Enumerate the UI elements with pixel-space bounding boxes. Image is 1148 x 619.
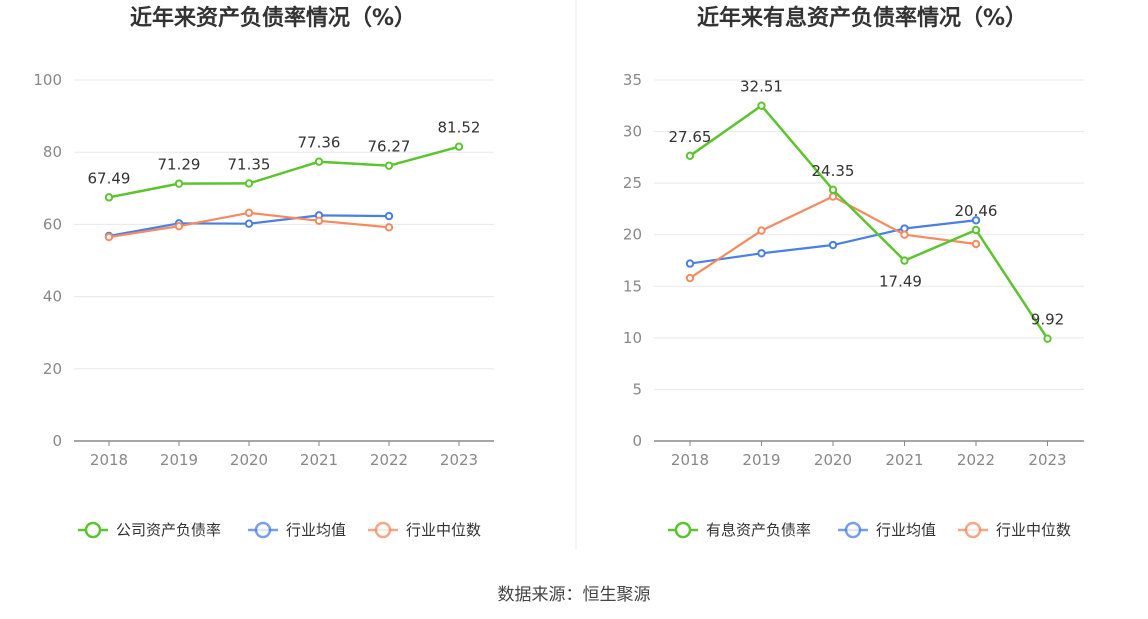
series-line-company xyxy=(689,104,1049,340)
x-tick-label: 2019 xyxy=(160,451,198,469)
legend-label: 行业均值 xyxy=(286,521,346,539)
x-tick-label: 2018 xyxy=(90,451,128,469)
data-point-company xyxy=(454,142,464,151)
y-tick-label: 10 xyxy=(623,329,642,347)
legend-marker-company xyxy=(84,521,102,539)
y-tick-label: 0 xyxy=(52,432,62,450)
y-tick-label: 60 xyxy=(43,215,62,233)
data-point-company xyxy=(1043,334,1052,343)
data-point-company xyxy=(384,161,394,170)
legend-marker-industry_avg xyxy=(844,521,862,539)
data-point-industry_median xyxy=(757,226,766,235)
legend-marker-industry_median xyxy=(374,521,392,539)
data-label: 24.35 xyxy=(812,162,855,180)
series-line-company xyxy=(108,145,460,199)
y-tick-label: 100 xyxy=(33,71,62,89)
data-point-industry_median xyxy=(314,216,324,225)
data-point-industry_median xyxy=(244,208,254,218)
data-point-industry_avg xyxy=(384,211,394,221)
data-point-company xyxy=(685,151,695,161)
y-tick-label: 80 xyxy=(43,143,62,161)
y-tick-label: 5 xyxy=(632,380,642,398)
series-line-industry_median xyxy=(689,195,977,279)
chart-title: 近年来资产负债率情况（%） xyxy=(130,5,416,31)
data-point-industry_median xyxy=(900,230,909,239)
data-point-industry_avg xyxy=(685,259,695,268)
legend-label: 行业均值 xyxy=(876,521,936,539)
interest-debt-ratio-chart: 近年来有息资产负债率情况（%） 0 5 10 15 20 25 30 35 2018 2019 202… xyxy=(623,5,1084,539)
legend-marker-company xyxy=(674,521,692,539)
data-label: 9.92 xyxy=(1031,311,1064,329)
legend-label: 有息资产负债率 xyxy=(706,521,811,539)
y-tick-label: 30 xyxy=(623,123,642,141)
debt-ratio-chart: 近年来资产负债率情况（%） 0 20 40 60 80 100 2018 2019 2020 202… xyxy=(33,5,494,539)
data-label: 32.51 xyxy=(740,78,783,96)
x-tick-label: 2021 xyxy=(885,451,923,469)
data-point-industry_avg xyxy=(828,240,838,250)
data-point-company xyxy=(828,185,838,195)
data-label: 76.27 xyxy=(368,138,411,156)
data-point-industry_median xyxy=(174,222,184,231)
x-tick-label: 2023 xyxy=(440,451,478,469)
data-label: 77.36 xyxy=(298,134,341,152)
legend-label: 公司资产负债率 xyxy=(116,521,221,539)
y-tick-label: 35 xyxy=(623,71,642,89)
data-point-industry_median xyxy=(971,239,981,249)
data-point-industry_median xyxy=(104,232,114,242)
data-point-industry_median xyxy=(384,223,394,232)
data-point-company xyxy=(174,179,184,188)
legend-label: 行业中位数 xyxy=(406,521,481,539)
legend-marker-industry_median xyxy=(964,521,982,539)
data-point-industry_avg xyxy=(971,216,981,225)
y-tick-label: 40 xyxy=(43,288,62,306)
data-label: 81.52 xyxy=(438,119,481,137)
x-tick-label: 2020 xyxy=(230,451,268,469)
data-label: 71.35 xyxy=(228,155,271,173)
data-label: 67.49 xyxy=(88,169,131,187)
y-tick-label: 25 xyxy=(623,174,642,192)
data-point-company xyxy=(900,256,909,265)
data-point-company xyxy=(104,193,114,202)
data-point-industry_avg xyxy=(244,219,254,228)
x-tick-label: 2021 xyxy=(300,451,338,469)
x-tick-label: 2018 xyxy=(671,451,709,469)
data-point-industry_avg xyxy=(757,249,766,258)
x-tick-label: 2023 xyxy=(1028,451,1066,469)
data-label: 27.65 xyxy=(669,128,712,146)
y-tick-label: 15 xyxy=(623,277,642,295)
y-tick-label: 20 xyxy=(43,360,62,378)
data-label: 20.46 xyxy=(955,202,998,220)
data-source-note: 数据来源：恒生聚源 xyxy=(497,585,651,605)
data-label: 17.49 xyxy=(879,273,922,291)
data-label: 71.29 xyxy=(158,156,201,174)
legend-label: 行业中位数 xyxy=(996,521,1071,539)
legend-marker-industry_avg xyxy=(254,521,272,539)
data-point-industry_median xyxy=(685,273,695,283)
data-point-industry_median xyxy=(828,192,838,201)
data-point-company xyxy=(757,101,766,110)
x-tick-label: 2020 xyxy=(814,451,852,469)
data-point-company xyxy=(971,225,981,235)
chart-title: 近年来有息资产负债率情况（%） xyxy=(697,5,1027,31)
data-point-company xyxy=(244,179,254,188)
y-tick-label: 20 xyxy=(623,226,642,244)
x-tick-label: 2022 xyxy=(370,451,408,469)
y-tick-label: 0 xyxy=(632,432,642,450)
x-tick-label: 2019 xyxy=(742,451,780,469)
data-point-company xyxy=(314,157,324,166)
x-tick-label: 2022 xyxy=(957,451,995,469)
